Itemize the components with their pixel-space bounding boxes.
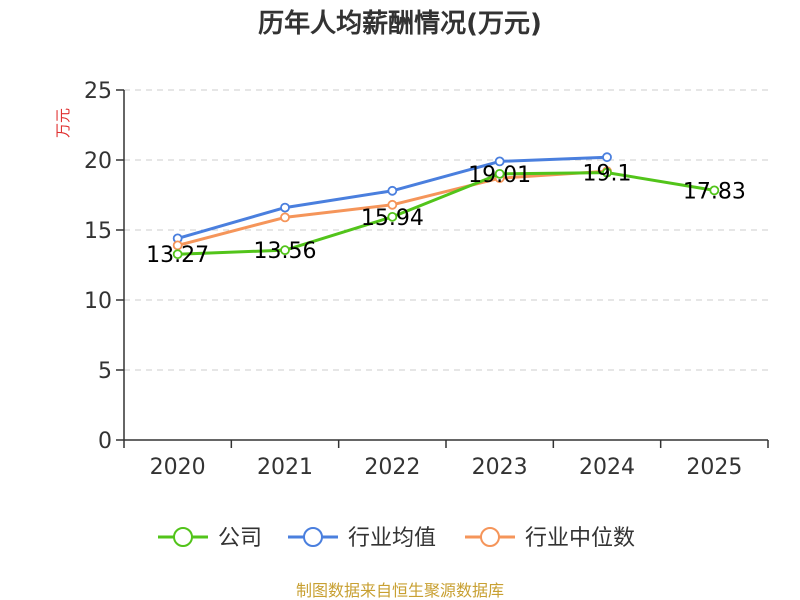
legend-label: 行业均值 <box>348 526 436 551</box>
point-2-2022[interactable] <box>387 199 398 210</box>
point-0-2022[interactable] <box>387 211 398 222</box>
legend-label: 行业中位数 <box>525 526 635 551</box>
legend-swatch-marker <box>303 527 323 547</box>
point-1-2021[interactable] <box>280 202 290 213</box>
chart-title: 历年人均薪酬情况(万元) <box>258 8 542 39</box>
point-0-2021[interactable] <box>280 245 290 256</box>
point-0-2023[interactable] <box>494 168 505 179</box>
point-0-2020[interactable] <box>172 249 183 260</box>
legend[interactable]: 公司 行业均值 行业中位数 <box>158 526 635 551</box>
x-tick-label-2020: 2020 <box>150 455 206 480</box>
y-tick-label-10: 10 <box>84 289 112 314</box>
legend-item-2[interactable]: 行业中位数 <box>465 526 635 551</box>
data-labels: 13.27 13.56 15.94 19.01 19.1 17.83 <box>146 162 746 269</box>
y-tick-label-25: 25 <box>84 79 112 104</box>
legend-swatch-marker <box>173 527 193 547</box>
series-lines <box>172 152 720 260</box>
y-tick-label-20: 20 <box>84 149 112 174</box>
source-note: 制图数据来自恒生聚源数据库 <box>296 581 504 600</box>
data-label-2022: 15.94 <box>361 206 424 231</box>
data-label-2023: 19.01 <box>468 163 531 188</box>
x-tick-label-2024: 2024 <box>579 455 635 480</box>
point-0-2024[interactable] <box>602 167 612 178</box>
legend-item-1[interactable]: 行业均值 <box>288 526 436 551</box>
legend-item-0[interactable]: 公司 <box>158 526 262 551</box>
point-1-2022[interactable] <box>387 185 398 196</box>
y-tick-label-15: 15 <box>84 219 112 244</box>
x-tick-label-2025: 2025 <box>686 455 742 480</box>
x-tick-label-2023: 2023 <box>472 455 528 480</box>
gridlines <box>124 89 768 371</box>
y-tick-label-5: 5 <box>98 359 112 384</box>
data-label-2024: 19.1 <box>583 162 632 187</box>
data-label-2021: 13.56 <box>254 239 317 264</box>
x-tick-label-2022: 2022 <box>364 455 420 480</box>
y-axis-label: 万元 <box>54 108 72 138</box>
point-0-2025[interactable] <box>709 185 720 196</box>
x-tick-label-2021: 2021 <box>257 455 313 480</box>
y-tick-label-0: 0 <box>98 429 112 454</box>
legend-label: 公司 <box>218 526 262 551</box>
point-1-2023[interactable] <box>494 156 505 167</box>
data-label-2020: 13.27 <box>146 243 209 268</box>
data-label-2025: 17.83 <box>683 179 746 204</box>
point-2-2021[interactable] <box>280 212 290 223</box>
legend-swatch-marker <box>480 527 500 547</box>
point-1-2024[interactable] <box>602 152 612 163</box>
series-line-0 <box>177 171 715 256</box>
